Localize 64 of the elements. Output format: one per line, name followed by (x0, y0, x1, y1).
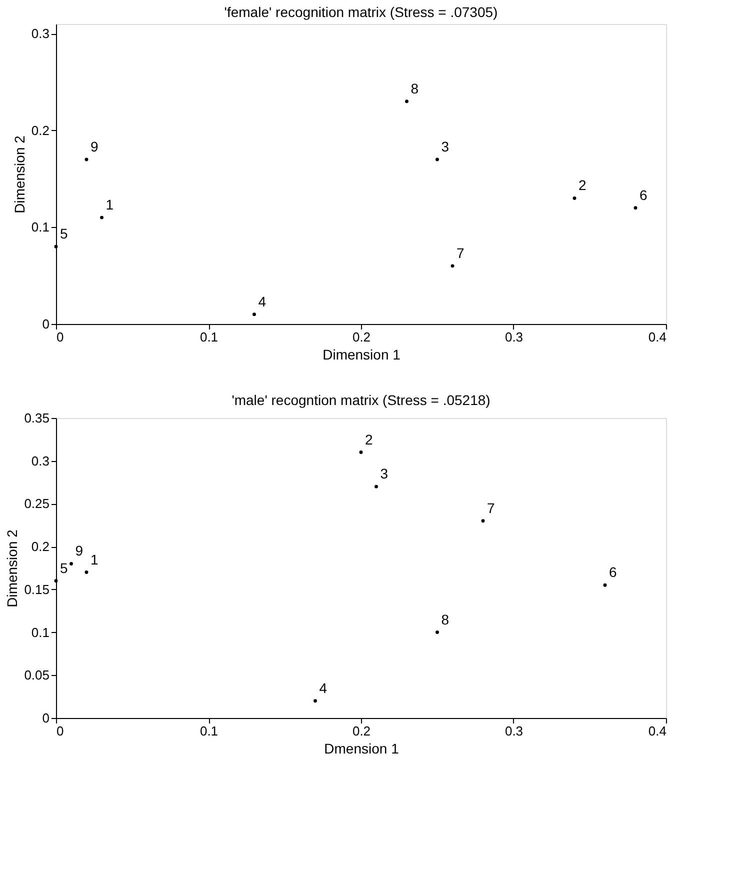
point (481, 519, 485, 523)
point (314, 699, 317, 703)
annotation: 4 (258, 293, 266, 310)
annotation: 7 (487, 500, 495, 516)
y-tick-label: 0 (42, 710, 50, 726)
y-tick-label: 0.25 (24, 496, 50, 512)
y-tick-label: 0.05 (24, 668, 50, 683)
point (405, 100, 408, 104)
chart-title: 'male' recogntion matrix (Stress = .05218) (232, 392, 490, 408)
annotation: 1 (106, 196, 114, 213)
x-tick-label: 0 (56, 330, 64, 344)
chart-title: 'female' recognition matrix (Stress = .07305) (224, 4, 498, 20)
annotation: 2 (365, 431, 373, 448)
point (252, 312, 256, 316)
x-tick-label: 0.3 (504, 330, 524, 344)
x-tick-label: 0.1 (200, 724, 218, 738)
x-tick-label: 0 (56, 724, 64, 738)
annotation: 9 (75, 542, 84, 559)
y-tick-label: 0.3 (31, 453, 50, 468)
y-axis-title: Dimension 2 (11, 135, 28, 214)
annotation: 6 (609, 564, 617, 580)
annotation: 9 (90, 138, 98, 154)
point (84, 570, 88, 574)
annotation: 8 (410, 80, 419, 96)
y-tick-label: 0 (42, 316, 50, 332)
point (54, 244, 58, 248)
point (450, 264, 454, 268)
annotation: 4 (319, 680, 328, 696)
point (603, 583, 607, 587)
annotation: 2 (578, 177, 586, 194)
point (70, 562, 73, 566)
y-tick-label: 0.1 (31, 624, 50, 640)
annotation: 3 (380, 466, 388, 482)
point (54, 579, 58, 583)
x-tick-label: 0.4 (648, 724, 666, 738)
annotation: 5 (60, 226, 68, 242)
point (84, 158, 88, 162)
x-axis-title: Dmension 1 (324, 740, 400, 756)
point (374, 484, 378, 488)
annotation: 6 (640, 186, 648, 203)
x-tick-label: 0.1 (200, 330, 218, 344)
annotation: 1 (90, 551, 98, 568)
x-tick-label: 0.3 (504, 724, 524, 738)
y-axis-title: Dimension 2 (4, 529, 20, 608)
y-tick-label: 0.35 (24, 410, 50, 426)
y-tick-label: 0.15 (24, 582, 50, 597)
y-tick-label: 0.1 (31, 220, 50, 235)
x-tick-label: 0.4 (648, 330, 666, 344)
x-axis-title: Dimension 1 (322, 346, 401, 362)
y-tick-label: 0.3 (31, 26, 50, 42)
point (436, 630, 439, 634)
point (359, 450, 363, 454)
y-tick-label: 0.2 (31, 122, 50, 138)
point (436, 158, 439, 162)
point (634, 206, 638, 210)
x-tick-label: 0.2 (352, 330, 371, 344)
point (100, 216, 104, 220)
annotation: 3 (441, 138, 450, 154)
x-tick-label: 0.2 (352, 724, 371, 738)
y-tick-label: 0.2 (31, 539, 50, 554)
annotation: 5 (60, 560, 68, 576)
annotation: 8 (441, 611, 450, 628)
point (572, 196, 576, 200)
annotation: 7 (456, 244, 464, 261)
